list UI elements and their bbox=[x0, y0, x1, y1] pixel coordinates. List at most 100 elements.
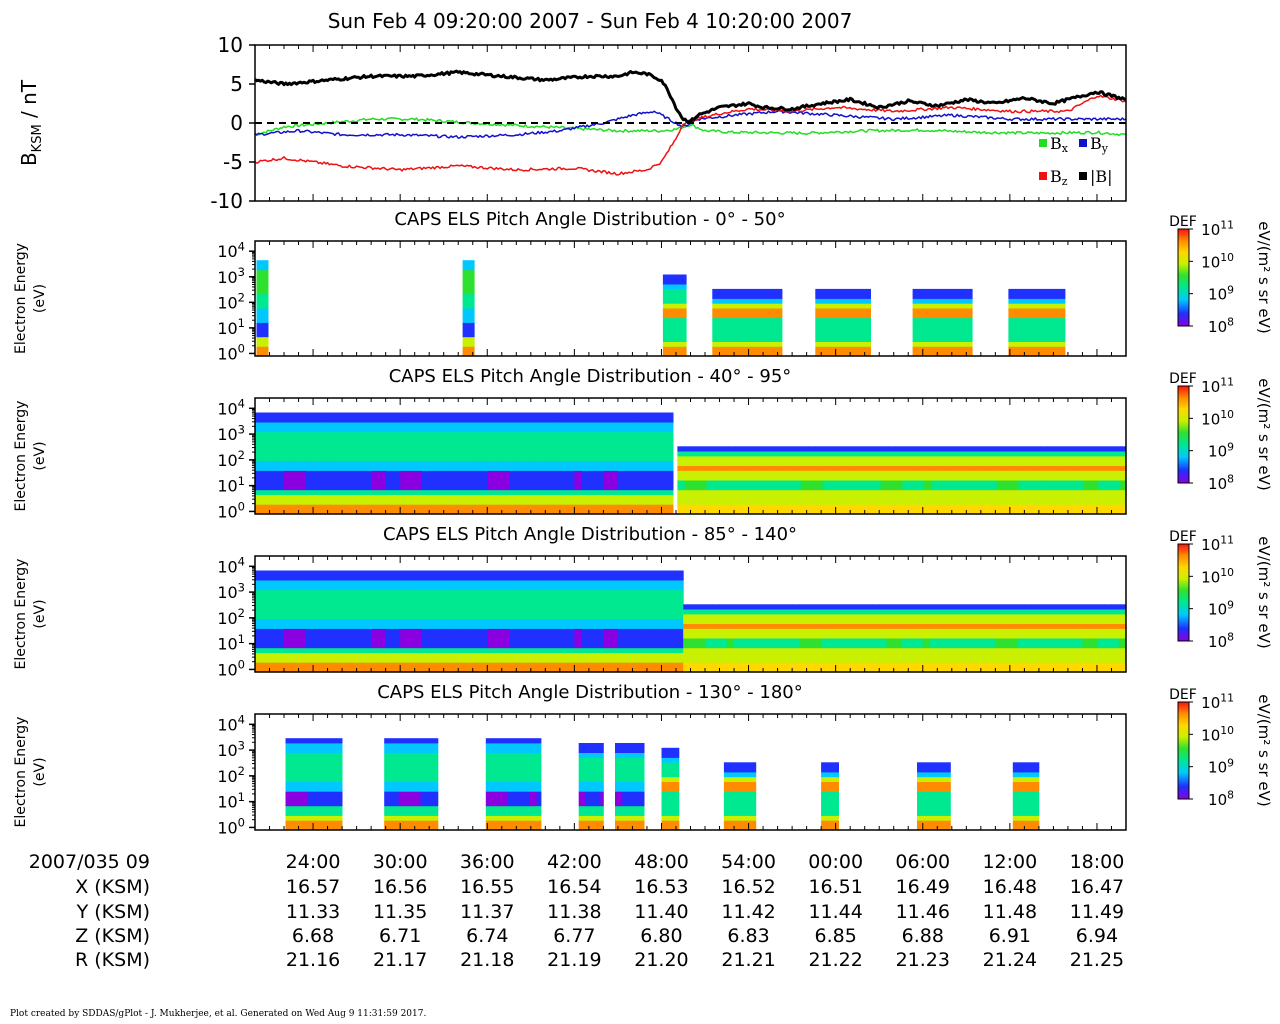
spectrogram-cell bbox=[472, 599, 481, 605]
spectrogram-cell bbox=[690, 614, 699, 620]
series-line-bz bbox=[254, 94, 1127, 176]
spectrogram-cell bbox=[538, 652, 546, 658]
spectrogram-cell bbox=[538, 657, 546, 663]
spectrogram-cell bbox=[392, 470, 401, 476]
spectrogram-cell bbox=[429, 412, 437, 418]
spectrogram-cell bbox=[276, 499, 285, 505]
spectrogram-cell bbox=[815, 494, 823, 500]
spectrogram-cell bbox=[866, 293, 871, 299]
spectrogram-cell bbox=[937, 652, 945, 658]
spectrogram-cell bbox=[851, 475, 860, 481]
spectrogram-cell bbox=[356, 427, 365, 433]
spectrogram-cell bbox=[516, 446, 524, 452]
spectrogram-cell bbox=[385, 618, 394, 624]
spectrogram-cell bbox=[837, 308, 845, 314]
spectrogram-cell bbox=[668, 580, 677, 586]
spectrogram-cell bbox=[975, 470, 983, 476]
spectrogram-cell bbox=[866, 336, 871, 342]
spectrogram-cell bbox=[793, 475, 802, 481]
spectrogram-cell bbox=[559, 628, 568, 634]
spectrogram-cell bbox=[451, 460, 459, 466]
spectrogram-panel-1: CAPS ELS Pitch Angle Distribution - 0° -… bbox=[13, 209, 1273, 363]
spectrogram-cell bbox=[647, 667, 655, 673]
spectrogram-cell bbox=[523, 633, 532, 639]
spectrogram-cell bbox=[305, 580, 314, 586]
spectrogram-cell bbox=[1069, 451, 1078, 457]
spectrogram-cell bbox=[574, 643, 583, 649]
spectrogram-cell bbox=[677, 509, 686, 515]
spectrogram-cell bbox=[516, 441, 524, 447]
spectrogram-cell bbox=[799, 614, 808, 620]
spectrogram-cell bbox=[255, 628, 263, 634]
spectrogram-cell bbox=[784, 618, 793, 624]
spectrogram-cell bbox=[436, 585, 445, 591]
spectrogram-cell bbox=[320, 475, 328, 481]
spectrogram-cell bbox=[320, 633, 328, 639]
spectrogram-cell bbox=[777, 308, 783, 314]
spectrogram-cell bbox=[815, 475, 823, 481]
spectrogram-cell bbox=[392, 441, 401, 447]
spectrogram-cell bbox=[1112, 475, 1121, 481]
spectrogram-cell bbox=[451, 589, 459, 595]
spectrogram-cell bbox=[692, 465, 700, 471]
spectrogram-cell bbox=[625, 460, 633, 466]
spectrogram-cell bbox=[726, 623, 735, 629]
spectrogram-cell bbox=[941, 298, 950, 304]
spectrogram-cell bbox=[1091, 460, 1099, 466]
spectrogram-cell bbox=[864, 614, 873, 620]
spectrogram-cell bbox=[934, 308, 943, 314]
spectrogram-cell bbox=[559, 436, 568, 442]
spectrogram-cell bbox=[509, 427, 517, 433]
spectrogram-cell bbox=[480, 599, 488, 605]
spectrogram-cell bbox=[712, 652, 720, 658]
spectrogram-cell bbox=[858, 494, 867, 500]
spectrogram-cell bbox=[873, 509, 882, 515]
spectrogram-cell bbox=[930, 638, 938, 644]
spectrogram-cell bbox=[880, 465, 889, 471]
spectrogram-cell bbox=[821, 633, 829, 639]
spectrogram-cell bbox=[378, 643, 387, 649]
spectrogram-cell bbox=[1037, 312, 1046, 319]
spectrogram-cell bbox=[284, 456, 292, 462]
spectrogram-cell bbox=[902, 509, 911, 515]
spectrogram-cell bbox=[692, 485, 700, 491]
spectrogram-cell bbox=[844, 322, 853, 328]
spectrogram-cell bbox=[327, 657, 336, 663]
spectrogram-cell bbox=[670, 336, 678, 342]
spectrogram-cell bbox=[313, 594, 321, 600]
spectrogram-cell bbox=[298, 643, 307, 649]
spectrogram-cell bbox=[356, 485, 365, 491]
spectrogram-cell bbox=[472, 489, 481, 495]
spectrogram-cell bbox=[763, 667, 771, 673]
spectrogram-cell bbox=[1091, 504, 1099, 510]
spectrogram-cell bbox=[931, 451, 940, 457]
spectrogram-cell bbox=[828, 657, 837, 663]
spectrogram-cell bbox=[494, 480, 503, 486]
spectrogram-cell bbox=[654, 460, 662, 466]
spectrogram-cell bbox=[989, 446, 998, 452]
spectrogram-cell bbox=[255, 657, 263, 663]
spectrogram-cell bbox=[480, 618, 488, 624]
spectrogram-cell bbox=[1044, 336, 1053, 342]
spectrogram-cell bbox=[960, 451, 969, 457]
spectrogram-cell bbox=[1008, 303, 1017, 309]
spectrogram-cell bbox=[472, 618, 481, 624]
spectrogram-cell bbox=[625, 570, 633, 576]
spectrogram-cell bbox=[755, 667, 764, 673]
y-axis-unit: (eV) bbox=[32, 284, 48, 313]
spectrogram-cell bbox=[313, 441, 321, 447]
spectrogram-cell bbox=[501, 638, 510, 644]
spectrogram-cell bbox=[639, 417, 648, 423]
spectrogram-cell bbox=[436, 667, 445, 673]
spectrogram-cell bbox=[975, 475, 983, 481]
spectrogram-cell bbox=[596, 599, 604, 605]
spectrogram-cell bbox=[516, 427, 524, 433]
spectrogram-cell bbox=[815, 446, 823, 452]
spectrogram-cell bbox=[509, 446, 517, 452]
spectrogram-cell bbox=[815, 451, 823, 457]
spectrogram-cells bbox=[256, 260, 1066, 357]
spectrogram-cell bbox=[581, 609, 590, 615]
spectrogram-cell bbox=[858, 480, 867, 486]
spectrogram-cell bbox=[334, 647, 343, 653]
